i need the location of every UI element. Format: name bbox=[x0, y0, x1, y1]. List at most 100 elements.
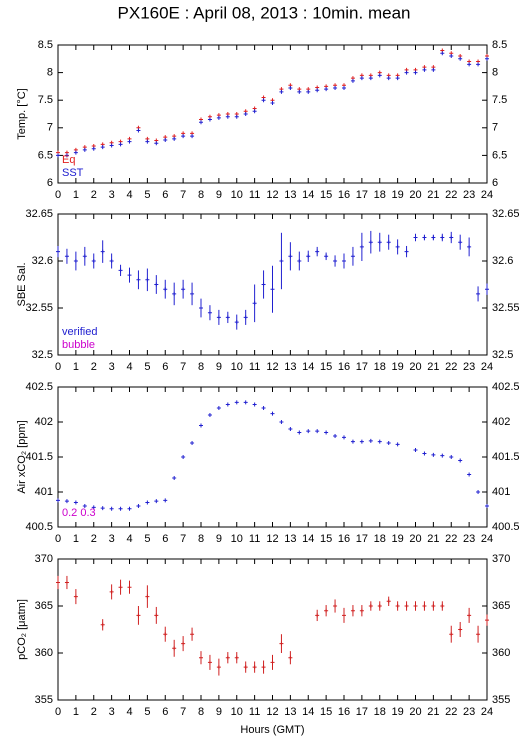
y-tick-label-right: 402 bbox=[492, 416, 510, 428]
data-point bbox=[350, 439, 355, 444]
x-tick-label: 1 bbox=[73, 189, 79, 201]
x-tick-label: 11 bbox=[249, 189, 260, 201]
x-tick-label: 19 bbox=[392, 361, 404, 373]
x-tick-label: 17 bbox=[356, 189, 368, 201]
data-point bbox=[73, 150, 78, 155]
x-tick-label: 9 bbox=[216, 361, 222, 373]
y-tick-label-right: 401 bbox=[492, 486, 510, 498]
x-tick-label: 4 bbox=[126, 533, 132, 545]
data-point bbox=[100, 145, 105, 150]
data-point bbox=[297, 430, 302, 435]
data-point bbox=[181, 134, 186, 139]
data-point bbox=[485, 504, 489, 508]
x-tick-label: 22 bbox=[445, 361, 457, 373]
x-tick-label: 19 bbox=[392, 706, 404, 718]
data-point bbox=[279, 89, 284, 94]
data-point bbox=[252, 402, 257, 407]
y-tick-label-right: 402.5 bbox=[492, 381, 520, 393]
x-tick-label: 23 bbox=[463, 706, 475, 718]
x-tick-label: 24 bbox=[481, 533, 493, 545]
data-point bbox=[288, 254, 293, 259]
x-tick-label: 21 bbox=[427, 706, 439, 718]
data-point bbox=[73, 500, 78, 505]
x-tick-label: 16 bbox=[338, 189, 350, 201]
x-tick-label: 24 bbox=[481, 706, 493, 718]
chart-title: PX160E : April 08, 2013 : 10min. mean bbox=[118, 3, 411, 22]
y-tick-label: 6.5 bbox=[38, 149, 53, 161]
x-tick-label: 3 bbox=[109, 189, 115, 201]
data-point bbox=[350, 608, 355, 613]
data-point bbox=[386, 240, 391, 245]
data-point bbox=[422, 604, 427, 608]
data-point bbox=[181, 455, 186, 459]
x-tick-label: 18 bbox=[374, 189, 386, 201]
data-point bbox=[359, 608, 364, 613]
x-tick-label: 16 bbox=[338, 361, 350, 373]
data-point bbox=[449, 235, 454, 240]
y-tick-label-right: 370 bbox=[492, 553, 510, 565]
y-tick-label: 401 bbox=[35, 486, 53, 498]
x-tick-label: 20 bbox=[409, 706, 421, 718]
data-point bbox=[306, 89, 311, 94]
data-point bbox=[127, 273, 132, 278]
data-point bbox=[261, 406, 266, 410]
y-tick-label: 32.55 bbox=[25, 302, 53, 314]
x-tick-label: 2 bbox=[91, 189, 97, 201]
data-point bbox=[440, 235, 445, 240]
data-point bbox=[252, 109, 257, 114]
data-point bbox=[261, 282, 266, 287]
data-point bbox=[64, 580, 69, 585]
data-point bbox=[216, 665, 221, 670]
data-point bbox=[118, 268, 123, 273]
data-point bbox=[395, 604, 400, 608]
legend-entry: verified bbox=[62, 326, 97, 338]
y-tick-label: 401.5 bbox=[25, 451, 53, 463]
data-point bbox=[190, 632, 195, 637]
x-tick-label: 10 bbox=[231, 189, 243, 201]
data-point bbox=[172, 136, 177, 141]
y-tick-label-right: 32.55 bbox=[492, 302, 520, 314]
x-tick-label: 1 bbox=[73, 361, 79, 373]
data-point bbox=[377, 73, 382, 78]
data-point bbox=[216, 115, 221, 120]
x-tick-label: 17 bbox=[356, 533, 368, 545]
y-tick-label-right: 401.5 bbox=[492, 451, 520, 463]
x-tick-label: 10 bbox=[231, 361, 243, 373]
data-point bbox=[422, 451, 427, 456]
data-point bbox=[431, 235, 436, 240]
data-point bbox=[190, 441, 195, 445]
data-point bbox=[431, 67, 436, 72]
data-point bbox=[181, 641, 186, 646]
data-point bbox=[172, 476, 177, 480]
data-point bbox=[136, 128, 141, 133]
data-point bbox=[136, 504, 141, 508]
data-point bbox=[234, 320, 239, 325]
legend-entry: bubble bbox=[62, 339, 95, 351]
data-point bbox=[413, 448, 418, 452]
data-point bbox=[207, 413, 212, 417]
data-point bbox=[91, 259, 96, 263]
x-tick-label: 15 bbox=[320, 706, 332, 718]
data-point bbox=[261, 98, 266, 103]
x-tick-label: 6 bbox=[162, 189, 168, 201]
data-point bbox=[342, 613, 346, 618]
data-point bbox=[270, 287, 275, 292]
data-point bbox=[234, 114, 239, 119]
x-tick-label: 23 bbox=[463, 361, 475, 373]
x-tick-label: 12 bbox=[266, 189, 278, 201]
x-tick-label: 9 bbox=[216, 189, 222, 201]
x-tick-label: 3 bbox=[109, 706, 115, 718]
data-point bbox=[199, 306, 203, 310]
x-axis-label: Hours (GMT) bbox=[240, 724, 304, 736]
data-point bbox=[288, 427, 293, 431]
data-point bbox=[386, 441, 391, 445]
data-point bbox=[359, 244, 364, 249]
data-point bbox=[163, 498, 168, 503]
data-point bbox=[136, 277, 141, 282]
data-point bbox=[154, 499, 159, 504]
data-point bbox=[243, 400, 248, 405]
data-point bbox=[368, 604, 373, 608]
x-tick-label: 4 bbox=[126, 361, 132, 373]
data-point bbox=[136, 613, 141, 618]
